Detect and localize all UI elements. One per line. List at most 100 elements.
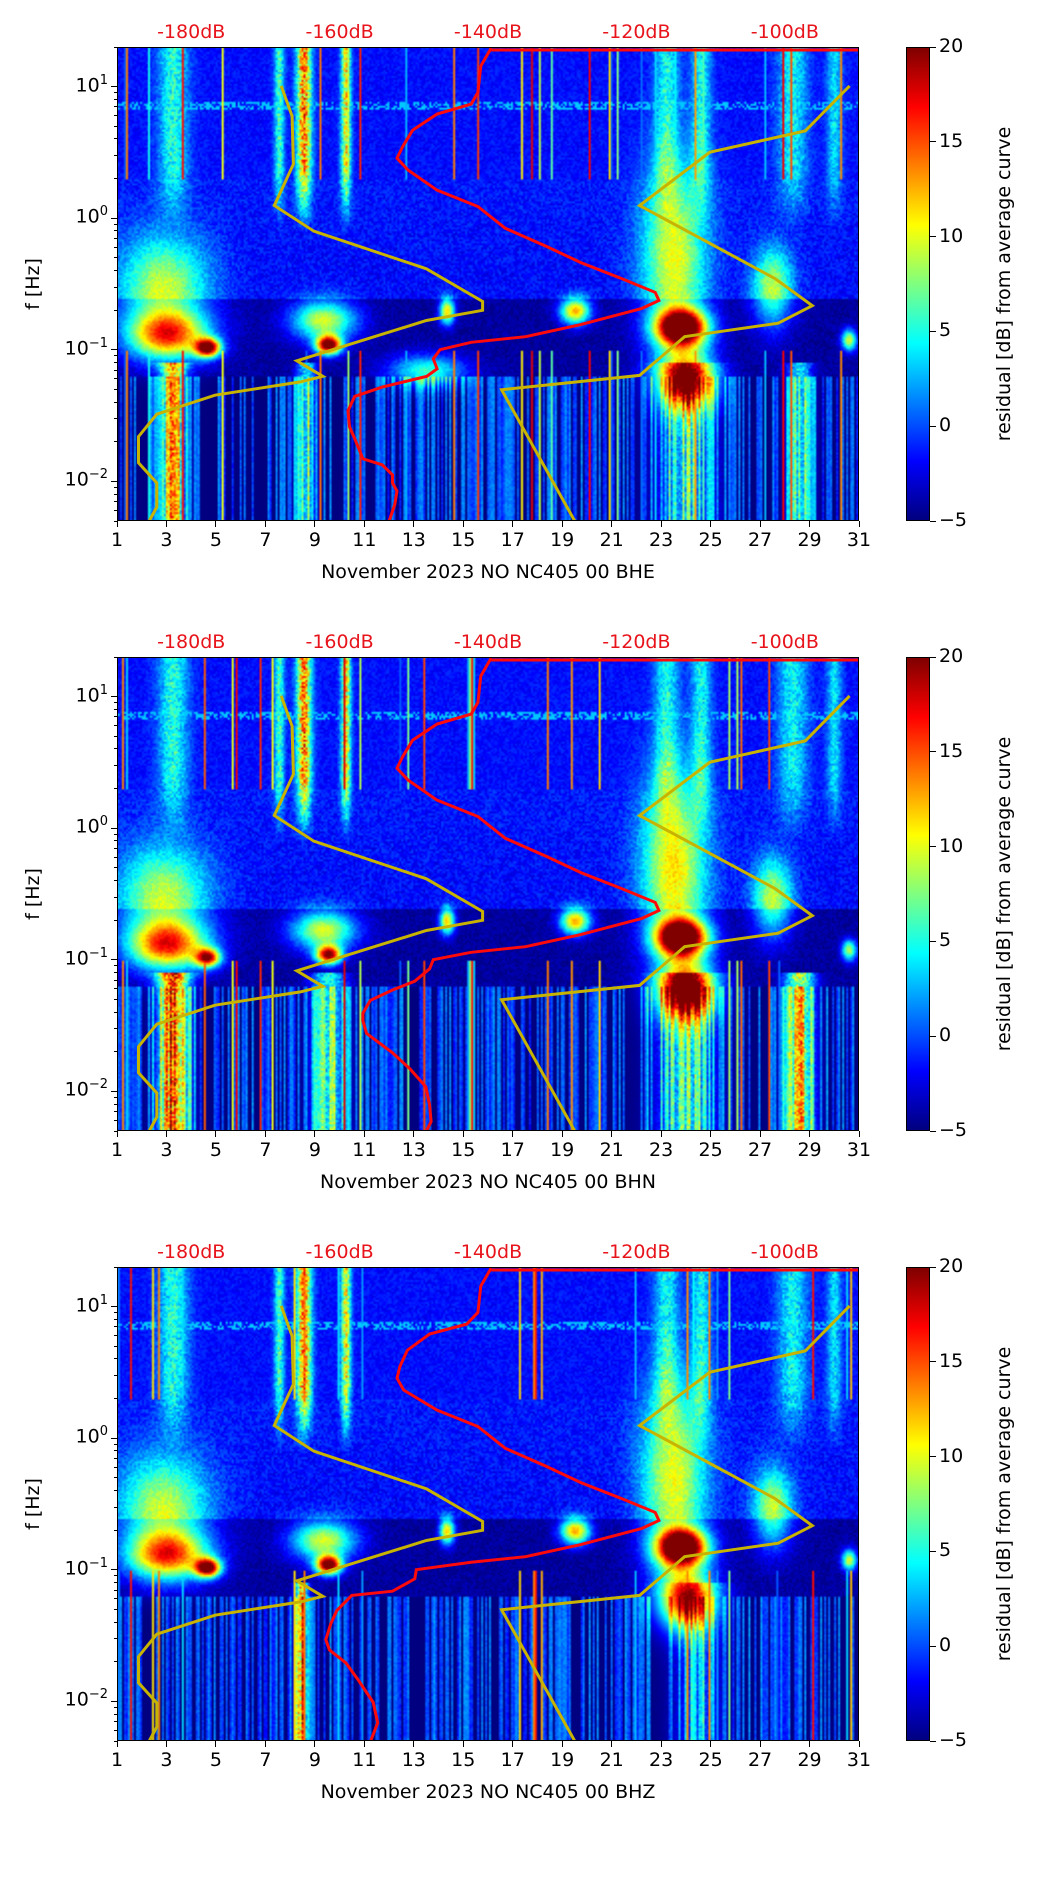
colorbar-tick-label: 0 xyxy=(939,1024,952,1047)
colorbar-label: residual [dB] from average curve xyxy=(993,736,1015,1052)
x-tick-mark xyxy=(363,1741,365,1747)
x-tick-mark xyxy=(413,521,415,527)
spectrogram-axes xyxy=(117,1267,859,1741)
y-minor-tick-mark xyxy=(114,362,117,364)
y-tick-label: 10−1 xyxy=(65,946,108,969)
y-tick-mark xyxy=(111,349,117,351)
y-minor-tick-mark xyxy=(114,880,117,882)
x-tick-mark xyxy=(413,1741,415,1747)
top-db-label: -100dB xyxy=(750,21,819,43)
top-db-label: -140dB xyxy=(453,631,523,653)
y-tick-label: 100 xyxy=(76,1424,108,1447)
y-minor-tick-mark xyxy=(114,1713,117,1715)
y-minor-tick-mark xyxy=(114,965,117,967)
y-tick-mark xyxy=(111,1090,117,1092)
y-minor-tick-mark xyxy=(114,1490,117,1492)
x-axis-label: November 2023 NO NC405 00 BHE xyxy=(321,561,655,583)
x-tick-label: 13 xyxy=(401,529,426,551)
colorbar xyxy=(906,47,930,521)
y-minor-tick-mark xyxy=(114,115,117,117)
x-tick-mark xyxy=(165,521,167,527)
y-minor-tick-mark xyxy=(114,979,117,981)
top-db-label: -160dB xyxy=(305,631,374,653)
y-tick-base: 10 xyxy=(64,337,89,360)
x-tick-label: 21 xyxy=(599,529,624,551)
x-tick-mark xyxy=(215,521,217,527)
x-tick-mark xyxy=(512,1131,514,1137)
x-tick-label: 17 xyxy=(500,529,525,551)
y-tick-exponent: −1 xyxy=(88,335,108,351)
top-db-label: -120dB xyxy=(602,631,671,653)
y-minor-tick-mark xyxy=(114,1477,117,1479)
colorbar-tick-label: 10 xyxy=(939,834,964,857)
y-minor-tick-mark xyxy=(114,919,117,921)
y-tick-label: 10−2 xyxy=(65,467,108,490)
y-minor-tick-mark xyxy=(114,716,117,718)
y-tick-mark xyxy=(111,480,117,482)
x-tick-mark xyxy=(462,521,464,527)
colorbar-tick-label: 5 xyxy=(939,319,952,342)
y-minor-tick-mark xyxy=(114,1575,117,1577)
x-tick-mark xyxy=(858,521,860,527)
x-tick-label: 13 xyxy=(401,1749,426,1771)
colorbar-tick-label: 10 xyxy=(939,224,964,247)
colorbar-tick-mark xyxy=(930,520,936,522)
y-minor-tick-mark xyxy=(114,286,117,288)
x-tick-mark xyxy=(611,1131,613,1137)
y-tick-exponent: −1 xyxy=(88,1555,108,1571)
top-db-label: -100dB xyxy=(750,1241,819,1263)
x-tick-mark xyxy=(512,521,514,527)
x-tick-label: 17 xyxy=(500,1139,525,1161)
curve-overlay xyxy=(137,1268,858,1740)
x-tick-label: 9 xyxy=(308,1749,321,1771)
curve-overlay xyxy=(137,48,858,520)
colorbar-tick-label: 20 xyxy=(939,35,964,57)
y-minor-tick-mark xyxy=(114,788,117,790)
x-tick-mark xyxy=(759,521,761,527)
x-tick-mark xyxy=(264,1741,266,1747)
colorbar-tick-label: 15 xyxy=(939,739,964,762)
yellow-curve xyxy=(499,694,851,1130)
y-minor-tick-mark xyxy=(114,418,117,420)
top-db-label: -120dB xyxy=(602,1241,671,1263)
x-tick-label: 3 xyxy=(160,529,173,551)
y-tick-exponent: −2 xyxy=(88,467,108,483)
y-minor-tick-mark xyxy=(114,708,117,710)
colorbar-tick-label: 5 xyxy=(939,929,952,952)
x-tick-mark xyxy=(561,1741,563,1747)
x-tick-label: 31 xyxy=(846,1139,872,1161)
y-minor-tick-mark xyxy=(114,92,117,94)
colorbar-tick-mark xyxy=(930,330,936,332)
x-tick-label: 25 xyxy=(698,529,723,551)
y-tick-label: 101 xyxy=(76,1293,108,1316)
x-tick-mark xyxy=(710,1741,712,1747)
x-tick-mark xyxy=(809,1741,811,1747)
colorbar-tick-mark xyxy=(930,1645,936,1647)
y-minor-tick-mark xyxy=(114,401,117,403)
y-minor-tick-mark xyxy=(114,764,117,766)
colorbar-tick-mark xyxy=(930,751,936,753)
y-tick-mark xyxy=(111,86,117,88)
y-minor-tick-mark xyxy=(114,748,117,750)
x-tick-mark xyxy=(462,1741,464,1747)
y-tick-mark xyxy=(111,1700,117,1702)
y-minor-tick-mark xyxy=(114,178,117,180)
y-minor-tick-mark xyxy=(114,1318,117,1320)
y-tick-mark xyxy=(111,959,117,961)
y-minor-tick-mark xyxy=(114,1582,117,1584)
colorbar-tick-label: 0 xyxy=(939,414,952,437)
x-tick-label: 19 xyxy=(550,1139,575,1161)
top-db-label: -140dB xyxy=(453,21,523,43)
colorbar-tick-mark xyxy=(930,141,936,143)
x-tick-label: 25 xyxy=(698,1139,723,1161)
x-tick-label: 15 xyxy=(451,529,476,551)
y-minor-tick-mark xyxy=(114,257,117,259)
y-minor-tick-mark xyxy=(114,735,117,737)
x-tick-mark xyxy=(363,1131,365,1137)
x-tick-mark xyxy=(462,1131,464,1137)
colorbar-tick-label: 0 xyxy=(939,1634,952,1657)
spectrogram-heatmap xyxy=(118,48,858,520)
y-minor-tick-mark xyxy=(114,230,117,232)
x-tick-label: 5 xyxy=(209,1139,222,1161)
y-minor-tick-mark xyxy=(114,1096,117,1098)
